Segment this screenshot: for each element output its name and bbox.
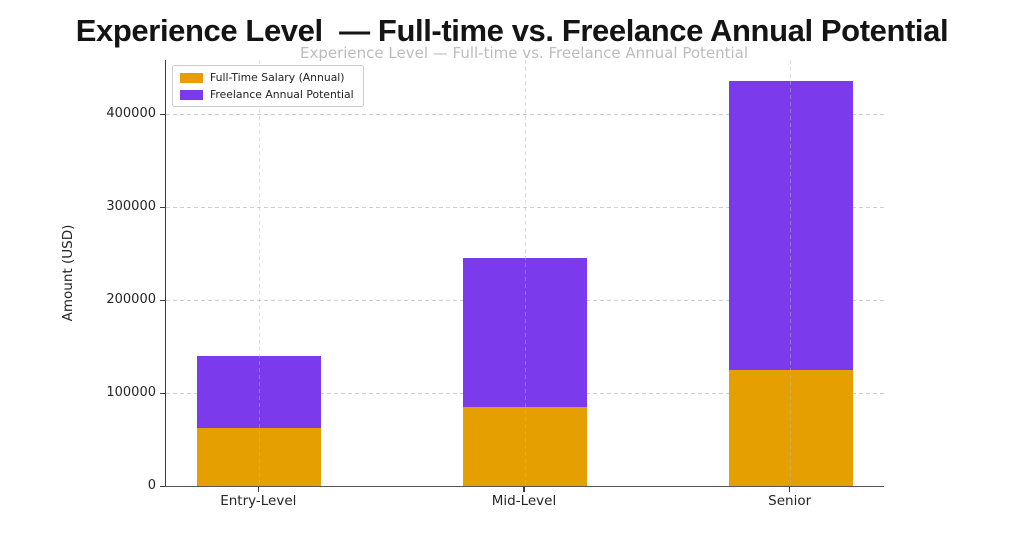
- bar-segment-freelance-annual-potential-mid-level: [463, 258, 587, 407]
- y-tick-400000: [160, 113, 165, 115]
- x-tick-entry-level: [257, 487, 260, 492]
- gridline-x-senior: [790, 60, 792, 486]
- y-tick-label-200000: 200000: [106, 292, 156, 307]
- bar-segment-full-time-salary-annual-senior: [728, 369, 853, 486]
- y-tick-0: [160, 485, 165, 487]
- bar-segment-freelance-annual-potential-senior: [728, 81, 853, 370]
- legend-item-full-time: Full-Time Salary (Annual): [180, 71, 354, 84]
- legend: Full-Time Salary (Annual) Freelance Annu…: [172, 65, 364, 107]
- gridline-y-300000: [166, 206, 884, 208]
- y-tick-200000: [160, 299, 165, 301]
- x-tick-label-senior: Senior: [768, 493, 812, 509]
- y-tick-label-400000: 400000: [106, 106, 156, 121]
- y-tick-label-0: 0: [147, 478, 156, 493]
- x-tick-label-mid-level: Mid-Level: [491, 493, 557, 509]
- legend-swatch-full-time-icon: [180, 72, 203, 83]
- gridline-x-entry-level: [258, 60, 260, 486]
- legend-label-freelance: Freelance Annual Potential: [210, 88, 354, 101]
- bar-segment-freelance-annual-potential-entry-level: [197, 355, 322, 429]
- y-tick-label-100000: 100000: [106, 385, 156, 400]
- x-tick-mid-level: [523, 487, 525, 492]
- x-tick-senior: [788, 487, 791, 492]
- gridline-y-400000: [166, 113, 884, 115]
- legend-swatch-freelance-icon: [180, 89, 203, 100]
- bar-segment-full-time-salary-annual-mid-level: [463, 406, 587, 486]
- y-tick-100000: [160, 392, 165, 394]
- y-tick-300000: [160, 206, 165, 208]
- legend-item-freelance: Freelance Annual Potential: [180, 88, 354, 101]
- bar-segment-full-time-salary-annual-entry-level: [197, 428, 322, 486]
- page-title: Experience Level — Full-time vs. Freelan…: [75, 13, 949, 48]
- legend-label-full-time: Full-Time Salary (Annual): [210, 71, 345, 84]
- y-tick-label-300000: 300000: [106, 199, 156, 214]
- gridline-x-mid-level: [524, 60, 526, 486]
- plot-area: [165, 60, 884, 487]
- x-tick-label-entry-level: Entry-Level: [220, 493, 297, 509]
- ghost-axes-title: Experience Level — Full-time vs. Freelan…: [299, 44, 749, 62]
